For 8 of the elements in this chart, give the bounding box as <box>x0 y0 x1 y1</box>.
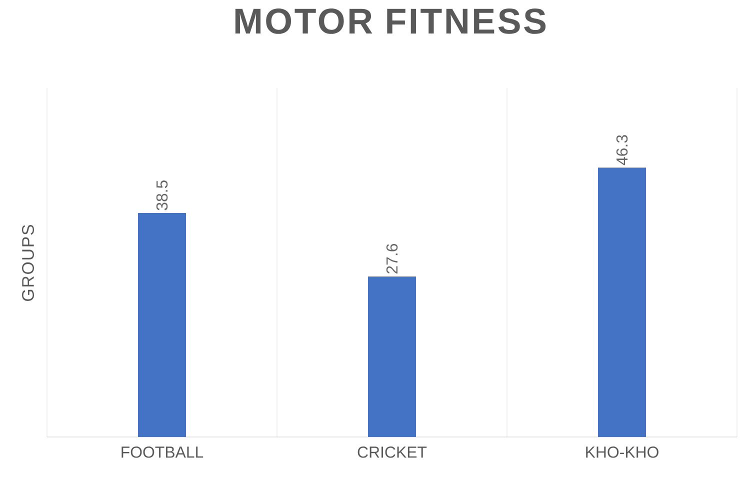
data-label: 46.3 <box>616 135 628 166</box>
x-tick-label: FOOTBALL <box>122 446 204 458</box>
chart-title: MOTOR FITNESS <box>235 8 546 34</box>
data-label: 38.5 <box>156 180 168 210</box>
data-label: 27.6 <box>386 244 398 274</box>
x-tick-label: KHO-KHO <box>586 446 658 458</box>
y-axis-title: GROUPS <box>22 224 34 301</box>
x-tick-label: CRICKET <box>358 446 427 458</box>
